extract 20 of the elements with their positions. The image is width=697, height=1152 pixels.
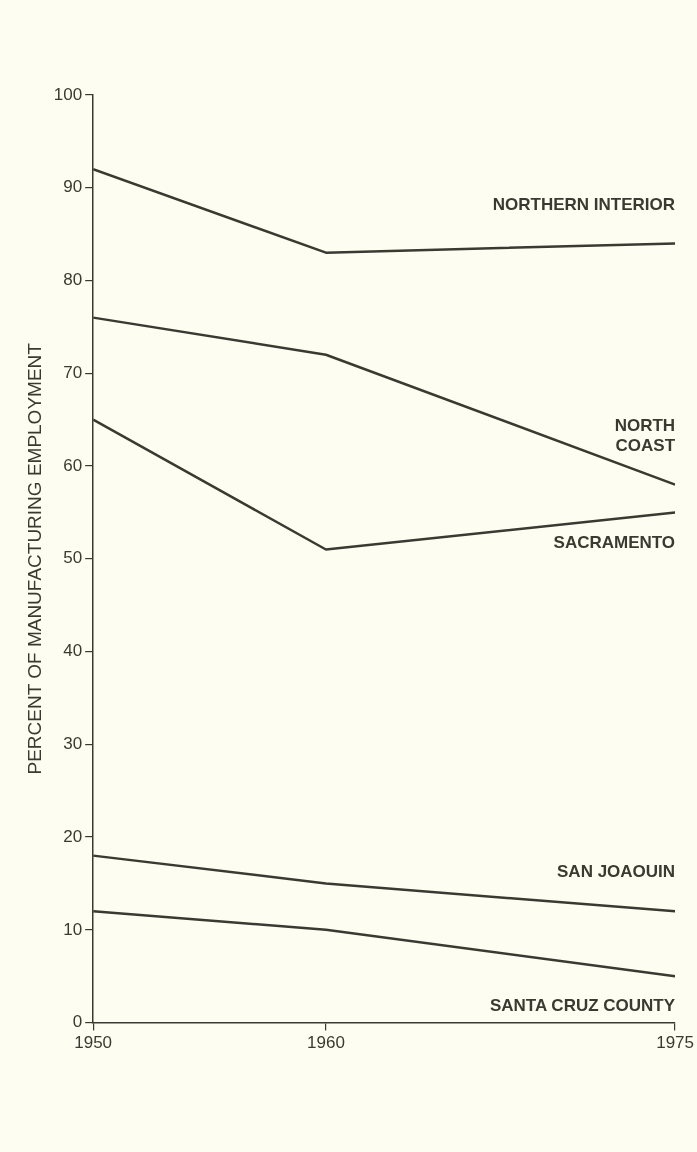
series-label: NORTH COAST [614, 415, 676, 455]
y-tick-label: 10 [63, 919, 83, 939]
y-tick-label: 70 [63, 362, 83, 382]
y-tick-label: 50 [63, 548, 83, 568]
y-tick-label: 80 [63, 270, 83, 290]
x-tick-label: 1950 [74, 1033, 113, 1053]
series-label: SAN JOAOUIN [557, 862, 676, 882]
x-tick-label: 1975 [656, 1033, 694, 1053]
y-tick-label: 60 [63, 455, 83, 475]
y-tick-label: 30 [63, 734, 83, 754]
y-tick-label: 20 [63, 826, 83, 846]
y-tick-label: 40 [63, 641, 83, 661]
x-tick-label: 1960 [307, 1033, 345, 1053]
series-label: NORTHERN INTERIOR [492, 194, 676, 214]
y-axis-title: PERCENT OF MANUFACTURING EMPLOYMENT [23, 342, 45, 775]
series-label: SANTA CRUZ COUNTY [489, 996, 676, 1016]
y-tick-label: 90 [63, 177, 83, 197]
y-tick-label: 0 [72, 1012, 83, 1032]
series-label: SACRAMENTO [553, 532, 676, 552]
y-tick-label: 100 [53, 84, 83, 104]
